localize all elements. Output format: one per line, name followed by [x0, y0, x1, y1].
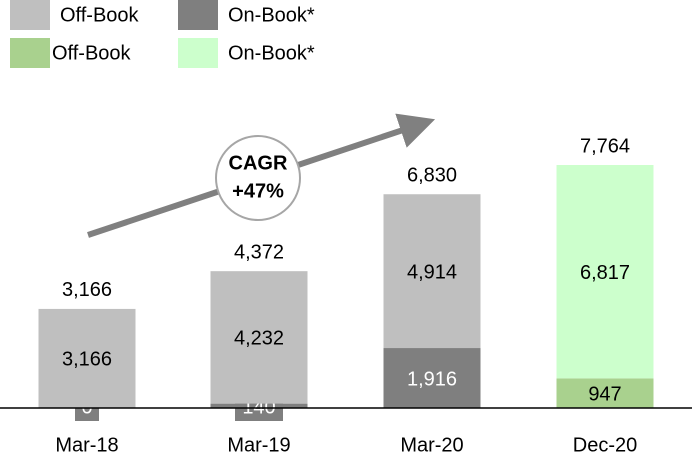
legend-label: On-Book* [228, 42, 315, 64]
value-label: 6,817 [580, 262, 630, 284]
legend-label: Off-Book [52, 42, 132, 64]
legend-swatch [10, 0, 50, 30]
bar-segment [38, 308, 136, 408]
x-tick-label: Mar-20 [400, 434, 463, 456]
cagr-circle [215, 135, 301, 221]
legend-swatch [10, 38, 50, 68]
annotation: +47% [232, 180, 284, 202]
value-label: 1,916 [407, 368, 457, 390]
annotation: CAGR [229, 152, 288, 174]
legend-swatch [178, 0, 218, 30]
total-label: 3,166 [62, 279, 112, 301]
total-label: 4,372 [234, 241, 284, 263]
x-tick-label: Mar-19 [227, 434, 290, 456]
value-label: 4,232 [234, 328, 284, 350]
bar-segment [383, 194, 481, 349]
total-label: 7,764 [580, 135, 630, 157]
bar-segment [556, 378, 654, 408]
value-label: 947 [588, 383, 621, 405]
bar-segment [556, 165, 654, 379]
x-tick-label: Mar-18 [55, 434, 118, 456]
bar-segment [210, 271, 308, 404]
legend-label: Off-Book [60, 4, 140, 26]
bar-segment [383, 348, 481, 408]
x-tick-label: Dec-20 [573, 434, 637, 456]
value-label: 3,166 [62, 349, 112, 371]
legend-label: On-Book* [228, 4, 315, 26]
value-label: 4,914 [407, 261, 457, 283]
total-label: 6,830 [407, 165, 457, 187]
legend-swatch [178, 38, 218, 68]
